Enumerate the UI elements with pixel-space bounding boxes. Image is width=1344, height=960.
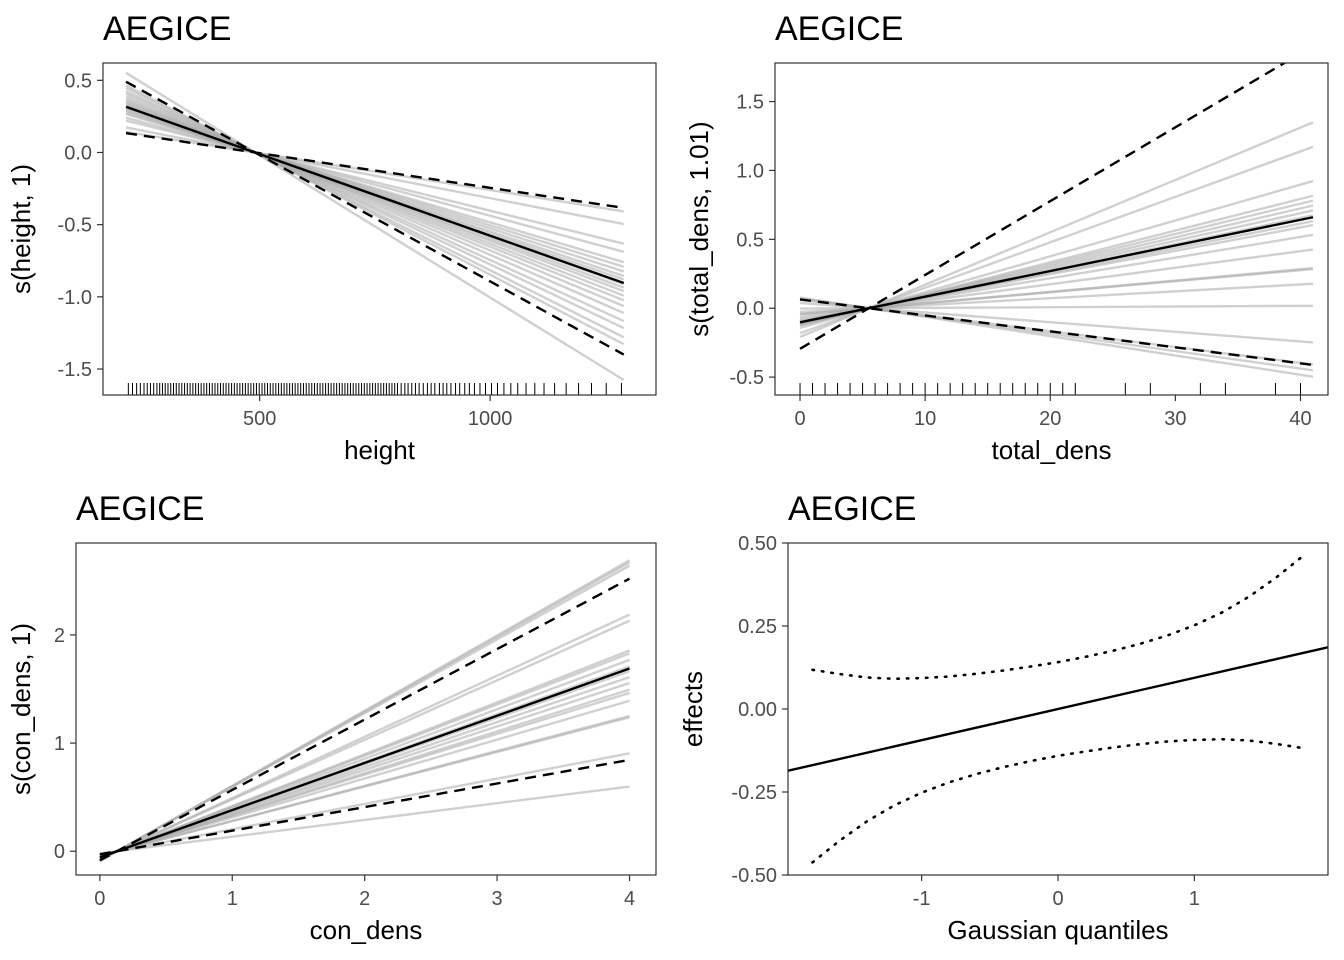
x-tick-label: 1: [227, 888, 238, 910]
fitted-line: [99, 667, 630, 859]
y-tick-label: 1: [54, 733, 65, 755]
sample-line: [125, 84, 625, 346]
x-tick-label: 30: [1164, 408, 1186, 430]
x-tick-label: 40: [1289, 408, 1311, 430]
fitted-line: [788, 646, 1328, 772]
confidence-band-line: [125, 80, 625, 356]
sample-line: [99, 649, 630, 860]
sample-line: [99, 613, 631, 861]
chart-title: AEGICE: [103, 10, 231, 48]
y-tick-label: 0.50: [738, 533, 777, 555]
x-tick-label: 500: [243, 408, 276, 430]
chart-title: AEGICE: [788, 490, 916, 528]
x-tick-label: 20: [1039, 408, 1061, 430]
confidence-band-line: [125, 131, 624, 210]
sample-line: [125, 71, 625, 382]
panel-frame: [75, 542, 657, 876]
plot-area: [125, 71, 625, 382]
y-tick-label: 0.0: [64, 142, 92, 164]
chart-title: AEGICE: [76, 490, 204, 528]
x-axis-label: height: [344, 435, 416, 465]
fitted-line: [799, 216, 1314, 324]
plot-area: [99, 559, 631, 863]
x-tick-label: 3: [492, 888, 503, 910]
x-tick-label: 1: [1189, 888, 1200, 910]
panel-frame: [102, 62, 657, 396]
y-axis-label: effects: [678, 671, 708, 747]
y-tick-label: -1.0: [58, 287, 92, 309]
x-tick-label: 10: [914, 408, 936, 430]
sample-line: [799, 179, 1314, 330]
y-axis-label: s(con_dens, 1): [6, 623, 36, 795]
x-tick-label: 0: [1052, 888, 1063, 910]
y-tick-label: 2: [54, 625, 65, 647]
plot-area: [799, 63, 1314, 378]
panel-1: 500 1000 -1.5 -1.0 -0.5 0.0 0.5 AEGICE height s(h…: [6, 10, 657, 465]
y-tick-label: -0.25: [731, 782, 777, 804]
y-tick-label: -0.50: [731, 865, 777, 887]
sample-line: [99, 785, 630, 855]
x-tick-label: 2: [359, 888, 370, 910]
panel-2: 0 10 20 30 40 -0.5 0.0 0.5 1.0 1.5 AEGICE total_den…: [684, 10, 1329, 465]
panel-4: -1 0 1 -0.50 -0.25 0.00 0.25 0.50 AEGICE Gaussian…: [678, 490, 1329, 945]
sample-line: [99, 752, 630, 856]
y-axis-label: s(total_dens, 1.01): [684, 121, 714, 336]
x-axis-label: total_dens: [992, 435, 1112, 465]
sample-line: [125, 130, 624, 213]
panel-3: 0 1 2 3 4 0 1 2 AEGICE con_dens s(con_dens, 1): [6, 490, 657, 945]
envelope-lower: [811, 737, 1305, 864]
x-axis-label: con_dens: [310, 915, 423, 945]
confidence-band-line: [799, 63, 1287, 350]
sample-line: [125, 116, 625, 253]
plot-area: [788, 554, 1328, 864]
y-tick-label: 1.0: [736, 160, 764, 182]
y-tick-label: -0.5: [58, 215, 92, 237]
y-axis-label: s(height, 1): [6, 164, 36, 294]
x-tick-label: 0: [94, 888, 105, 910]
y-tick-label: 0.00: [738, 699, 777, 721]
confidence-band-line: [799, 298, 1314, 367]
y-tick-label: 0.25: [738, 616, 777, 638]
envelope-upper: [811, 554, 1305, 681]
sample-line: [125, 126, 624, 226]
sample-line: [99, 559, 631, 863]
sample-line: [799, 301, 1314, 344]
x-tick-label: 0: [794, 408, 805, 430]
panel-frame: [774, 62, 1329, 396]
y-tick-label: 1.5: [736, 92, 764, 114]
x-tick-label: 1000: [468, 408, 513, 430]
y-tick-label: 0.5: [736, 229, 764, 251]
sample-line: [99, 714, 630, 857]
y-tick-label: 0.0: [736, 298, 764, 320]
fitted-line: [125, 105, 625, 285]
x-axis-label: Gaussian quantiles: [947, 915, 1168, 945]
confidence-band-line: [99, 577, 631, 862]
sample-line: [799, 121, 1314, 339]
y-tick-label: -0.5: [730, 367, 764, 389]
x-tick-label: -1: [913, 888, 931, 910]
chart-title: AEGICE: [775, 10, 903, 48]
x-tick-label: 4: [624, 888, 635, 910]
y-tick-label: 0: [54, 841, 65, 863]
y-tick-label: -1.5: [58, 359, 92, 381]
y-tick-label: 0.5: [64, 70, 92, 92]
